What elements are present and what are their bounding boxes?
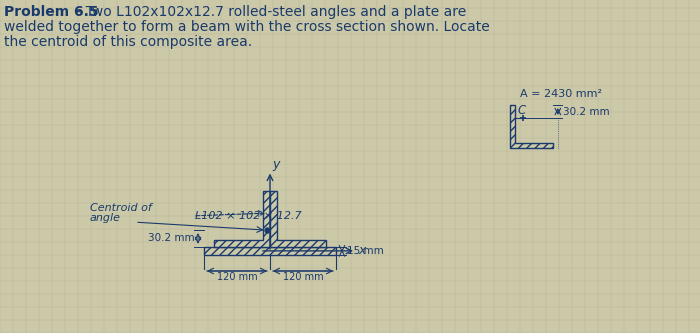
- Text: 120 mm: 120 mm: [283, 272, 323, 282]
- Text: x: x: [358, 244, 365, 257]
- Text: A = 2430 mm²: A = 2430 mm²: [520, 89, 602, 99]
- Text: L102 × 102 × 12.7: L102 × 102 × 12.7: [195, 211, 302, 221]
- Text: - Two L102x102x12.7 rolled-steel angles and a plate are: - Two L102x102x12.7 rolled-steel angles …: [72, 5, 466, 19]
- Polygon shape: [214, 191, 270, 247]
- Text: the centroid of this composite area.: the centroid of this composite area.: [4, 35, 252, 49]
- Text: y: y: [272, 158, 279, 170]
- Text: welded together to form a beam with the cross section shown. Locate: welded together to form a beam with the …: [4, 20, 490, 34]
- Text: C: C: [517, 104, 526, 117]
- Polygon shape: [510, 105, 553, 148]
- Text: 120 mm: 120 mm: [217, 272, 258, 282]
- Text: Problem 6.5: Problem 6.5: [4, 5, 99, 19]
- Text: angle: angle: [90, 213, 121, 223]
- Polygon shape: [204, 247, 336, 255]
- Text: Centroid of: Centroid of: [90, 203, 152, 213]
- Polygon shape: [270, 191, 326, 247]
- Text: 30.2 mm: 30.2 mm: [148, 233, 195, 243]
- Text: 30.2 mm: 30.2 mm: [563, 107, 610, 117]
- Text: 15 mm: 15 mm: [347, 246, 384, 256]
